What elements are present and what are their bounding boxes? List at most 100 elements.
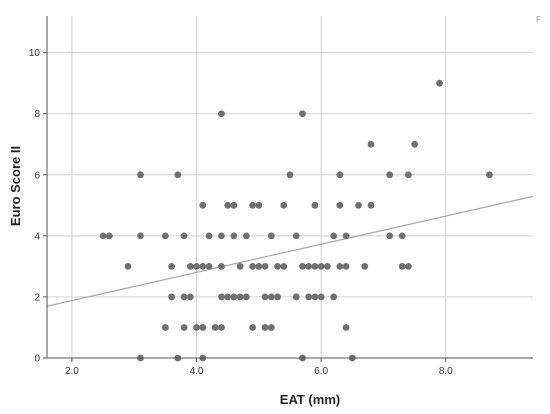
- data-point: [249, 262, 257, 270]
- x-tick-label: 6.0: [314, 366, 328, 377]
- data-point: [367, 201, 375, 209]
- data-point: [168, 293, 176, 301]
- data-point: [317, 262, 325, 270]
- data-point: [193, 262, 200, 270]
- data-point: [105, 232, 113, 240]
- data-point: [211, 324, 219, 331]
- data-point: [230, 201, 238, 209]
- data-point: [199, 201, 207, 209]
- data-point: [161, 232, 169, 240]
- data-point: [355, 201, 362, 209]
- data-point: [305, 262, 313, 270]
- x-axis-title: EAT (mm): [280, 392, 340, 407]
- data-point: [386, 171, 394, 179]
- data-point: [367, 140, 375, 148]
- data-point: [330, 232, 338, 240]
- x-tick-label: 2.0: [65, 366, 79, 377]
- data-point: [261, 324, 269, 331]
- data-point: [299, 110, 306, 118]
- data-point: [267, 293, 275, 301]
- data-point: [137, 232, 144, 240]
- data-points: [99, 79, 493, 362]
- data-point: [193, 324, 200, 331]
- data-point: [205, 262, 213, 270]
- data-point: [330, 293, 338, 301]
- data-point: [292, 232, 300, 240]
- data-point: [186, 293, 194, 301]
- data-point: [218, 293, 225, 301]
- data-point: [255, 201, 263, 209]
- data-point: [174, 171, 182, 179]
- fit-line: [46, 195, 534, 307]
- data-point: [311, 201, 319, 209]
- data-point: [336, 262, 344, 270]
- data-point: [180, 324, 188, 331]
- y-tick-label: 8: [34, 109, 40, 120]
- x-tick-label: 4.0: [190, 366, 204, 377]
- data-point: [186, 262, 194, 270]
- fit-line-group: [46, 195, 534, 307]
- data-point: [242, 232, 250, 240]
- data-point: [124, 262, 132, 270]
- data-point: [137, 171, 144, 179]
- tick-labels: 2.0 4.0 6.0 8.0 0 2 4 6 8 10: [29, 48, 453, 377]
- y-tick-label: 2: [34, 292, 40, 303]
- data-point: [218, 324, 225, 331]
- data-point: [218, 110, 225, 118]
- y-tick-label: 10: [29, 48, 41, 59]
- data-point: [299, 262, 306, 270]
- y-tick-label: 4: [34, 231, 40, 242]
- data-point: [323, 262, 331, 270]
- x-tick-label: 8.0: [439, 366, 453, 377]
- gridlines: [47, 16, 533, 359]
- data-point: [274, 262, 281, 270]
- data-point: [218, 232, 225, 240]
- data-point: [398, 232, 406, 240]
- data-point: [267, 324, 275, 331]
- data-point: [242, 293, 250, 301]
- data-point: [236, 293, 244, 301]
- data-point: [386, 232, 394, 240]
- data-point: [236, 262, 244, 270]
- data-point: [342, 324, 350, 331]
- data-point: [436, 79, 443, 87]
- data-point: [261, 262, 269, 270]
- data-point: [230, 293, 238, 301]
- data-point: [161, 324, 169, 331]
- data-point: [317, 293, 325, 301]
- y-tick-label: 0: [34, 354, 40, 365]
- data-point: [342, 262, 350, 270]
- y-tick-label: 6: [34, 170, 40, 181]
- data-point: [205, 232, 213, 240]
- data-point: [342, 232, 350, 240]
- data-point: [267, 232, 275, 240]
- data-point: [404, 171, 412, 179]
- data-point: [280, 262, 288, 270]
- data-point: [199, 262, 207, 270]
- data-point: [261, 293, 269, 301]
- data-point: [292, 293, 300, 301]
- data-point: [361, 262, 369, 270]
- data-point: [180, 293, 188, 301]
- data-point: [230, 232, 238, 240]
- data-point: [280, 201, 288, 209]
- axes: [43, 16, 533, 362]
- data-point: [218, 262, 225, 270]
- data-point: [485, 171, 493, 179]
- data-point: [168, 262, 176, 270]
- data-point: [99, 232, 107, 240]
- data-point: [274, 293, 281, 301]
- data-point: [336, 201, 344, 209]
- data-point: [199, 324, 207, 331]
- data-point: [311, 293, 319, 301]
- data-point: [249, 201, 257, 209]
- data-point: [411, 140, 419, 148]
- data-point: [305, 293, 313, 301]
- corner-mark: F: [536, 15, 541, 24]
- data-point: [249, 324, 257, 331]
- data-point: [336, 171, 344, 179]
- data-point: [180, 232, 188, 240]
- data-point: [404, 262, 412, 270]
- y-axis-title: Euro Score II: [8, 146, 23, 226]
